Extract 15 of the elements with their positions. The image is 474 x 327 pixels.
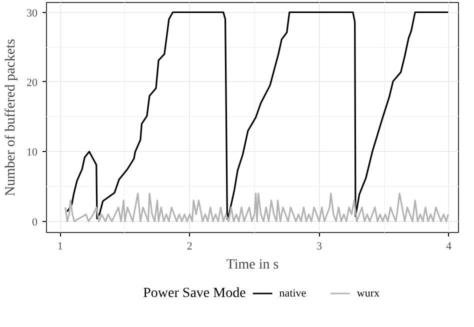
y-tick-label: 30 xyxy=(26,7,38,20)
legend-title: Power Save Mode xyxy=(143,286,246,301)
legend-label: native xyxy=(279,288,306,300)
line-series xyxy=(64,192,449,222)
x-tick-label: 1 xyxy=(57,240,63,252)
line-series xyxy=(66,11,449,220)
x-tick-label: 3 xyxy=(316,240,322,252)
y-tick-label: 0 xyxy=(32,216,38,228)
x-tick-label: 2 xyxy=(186,240,192,252)
legend-label: wurx xyxy=(356,288,380,300)
x-tick-label: 4 xyxy=(446,240,452,252)
y-axis-title: Number of buffered packets xyxy=(4,38,18,196)
y-tick-label: 20 xyxy=(26,76,38,89)
y-tick-label: 10 xyxy=(26,146,38,159)
x-axis-title: Time in s xyxy=(226,258,279,272)
